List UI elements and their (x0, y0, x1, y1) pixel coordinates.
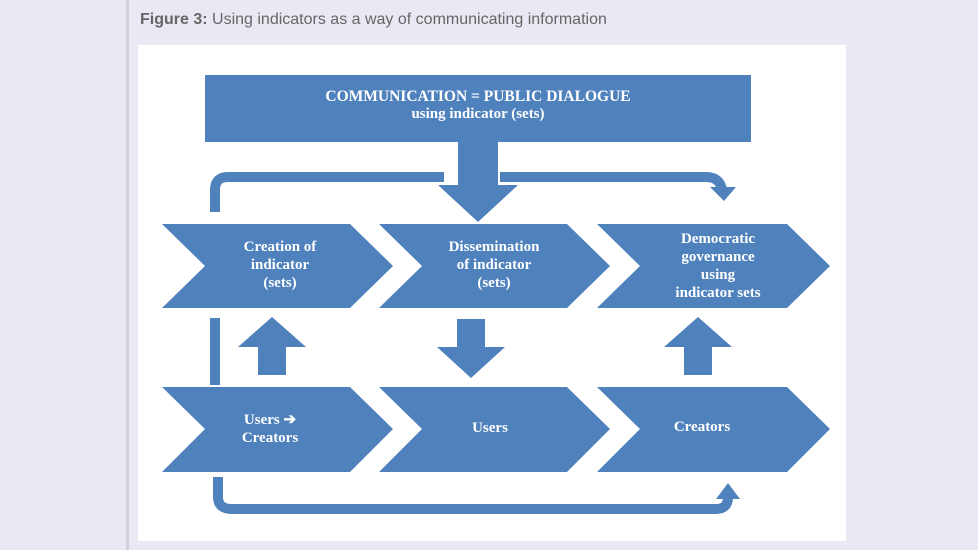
creation-line-2: indicator (251, 257, 310, 273)
top-right-arrowhead (710, 187, 736, 201)
figure-panel: COMMUNICATION = PUBLIC DIALOGUE using in… (138, 45, 846, 541)
chevron-users-creators (162, 387, 393, 472)
header-line-1: COMMUNICATION = PUBLIC DIALOGUE (325, 88, 630, 105)
figure-label: Figure 3: (140, 11, 208, 28)
dissemination-line-2: of indicator (457, 257, 532, 273)
left-border-rule (126, 0, 129, 550)
up-arrow-governance (664, 317, 732, 375)
creation-line-1: Creation of (244, 239, 318, 255)
creation-line-3: (sets) (263, 275, 296, 291)
governance-line-3: using (701, 267, 736, 283)
dissemination-line-3: (sets) (477, 275, 510, 291)
creators-label: Creators (674, 419, 731, 435)
figure-caption-text: Using indicators as a way of communicati… (212, 11, 607, 28)
left-vertical-bar (210, 318, 220, 385)
dissemination-line-1: Dissemination (449, 239, 541, 255)
down-arrow-users (437, 319, 505, 378)
top-left-connector (210, 172, 444, 212)
chevron-users (379, 387, 610, 472)
process-diagram: COMMUNICATION = PUBLIC DIALOGUE using in… (162, 75, 830, 514)
bottom-feedback-connector (213, 477, 733, 514)
chevron-governance (597, 224, 830, 308)
top-right-connector (500, 172, 727, 192)
users-label: Users (472, 420, 508, 436)
chevron-dissemination (379, 224, 610, 308)
header-box (205, 75, 751, 142)
chevron-creation (162, 224, 393, 308)
chevron-creators (597, 387, 830, 472)
bottom-feedback-arrowhead (716, 483, 740, 499)
header-line-2: using indicator (sets) (411, 106, 544, 122)
users-creators-line-1: Users ➔ (244, 412, 297, 428)
governance-line-1: Democratic (681, 231, 755, 247)
figure-caption: Figure 3: Using indicators as a way of c… (140, 11, 607, 29)
governance-line-2: governance (681, 249, 755, 265)
up-arrow-creation (238, 317, 306, 375)
users-creators-line-2: Creators (242, 430, 299, 446)
header-down-arrow (438, 142, 518, 222)
governance-line-4: indicator sets (675, 285, 760, 301)
